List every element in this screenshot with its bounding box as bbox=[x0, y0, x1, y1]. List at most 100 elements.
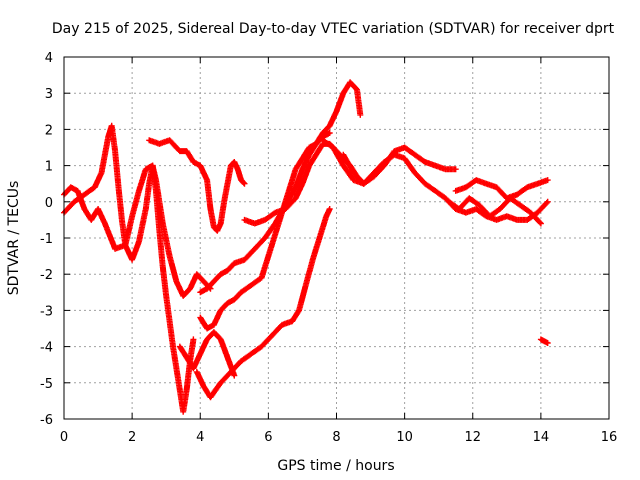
data-point bbox=[93, 186, 96, 189]
data-point bbox=[475, 208, 477, 210]
data-point bbox=[373, 172, 375, 174]
data-point bbox=[83, 208, 86, 210]
data-point bbox=[424, 161, 426, 163]
data-point bbox=[342, 92, 345, 94]
data-point bbox=[359, 114, 362, 116]
data-point bbox=[182, 295, 185, 297]
data-point bbox=[495, 186, 498, 189]
data-point bbox=[305, 284, 307, 286]
data-point bbox=[325, 215, 328, 218]
data-point bbox=[144, 168, 147, 171]
data-point bbox=[383, 161, 385, 163]
data-point bbox=[253, 222, 256, 225]
data-point bbox=[264, 237, 266, 239]
data-point bbox=[165, 295, 167, 297]
data-point bbox=[206, 179, 208, 181]
data-point bbox=[516, 193, 518, 196]
data-point bbox=[536, 182, 539, 185]
data-point bbox=[182, 410, 185, 413]
data-point bbox=[465, 186, 467, 189]
data-point bbox=[196, 273, 198, 276]
x-tick-label: 12 bbox=[464, 430, 481, 445]
data-point bbox=[536, 211, 539, 214]
data-point bbox=[414, 153, 416, 156]
data-point bbox=[267, 255, 270, 257]
data-point bbox=[168, 139, 171, 142]
data-point bbox=[233, 161, 236, 163]
data-point bbox=[206, 338, 208, 341]
data-point bbox=[485, 182, 488, 185]
data-point bbox=[148, 139, 150, 142]
data-point bbox=[488, 215, 491, 218]
data-point bbox=[294, 197, 297, 199]
data-point bbox=[213, 280, 215, 283]
data-point bbox=[189, 287, 191, 290]
data-point bbox=[260, 345, 263, 348]
data-series-layer bbox=[61, 79, 551, 415]
y-tick-label: -4 bbox=[40, 341, 53, 356]
data-point bbox=[318, 237, 321, 239]
data-point bbox=[219, 309, 222, 312]
data-point bbox=[543, 340, 546, 342]
data-point bbox=[546, 201, 549, 203]
data-series-track-2 bbox=[61, 162, 197, 415]
y-axis-label: SDTVAR / TECUs bbox=[6, 181, 22, 296]
y-tick-label: -1 bbox=[40, 232, 53, 247]
x-tick-label: 4 bbox=[196, 430, 204, 445]
data-point bbox=[308, 153, 311, 156]
data-point bbox=[161, 266, 164, 268]
data-point bbox=[73, 201, 76, 203]
data-point bbox=[243, 182, 246, 185]
data-point bbox=[322, 143, 324, 145]
data-point bbox=[199, 164, 202, 167]
data-point bbox=[274, 211, 276, 214]
data-point bbox=[281, 324, 283, 326]
data-point bbox=[478, 204, 481, 207]
data-point bbox=[393, 150, 396, 152]
data-point bbox=[311, 258, 314, 261]
data-point bbox=[172, 345, 174, 348]
data-point bbox=[144, 208, 147, 210]
data-point bbox=[465, 211, 467, 214]
data-point bbox=[284, 208, 287, 210]
data-point bbox=[448, 201, 450, 203]
data-point bbox=[444, 168, 447, 171]
data-point bbox=[546, 179, 549, 181]
data-series-track-12 bbox=[445, 195, 544, 227]
data-point bbox=[434, 164, 437, 167]
data-point bbox=[301, 182, 304, 185]
data-point bbox=[264, 219, 266, 221]
data-point bbox=[226, 182, 229, 185]
data-point bbox=[301, 157, 304, 160]
data-point bbox=[168, 255, 171, 257]
data-point bbox=[468, 197, 471, 199]
data-point bbox=[356, 88, 358, 91]
data-point bbox=[70, 186, 72, 189]
data-series-track-7 bbox=[193, 206, 333, 401]
data-point bbox=[322, 139, 324, 142]
data-point bbox=[209, 208, 212, 210]
x-tick-label: 10 bbox=[396, 430, 413, 445]
data-point bbox=[155, 190, 157, 192]
data-point bbox=[270, 334, 273, 337]
data-point bbox=[117, 186, 120, 189]
data-point bbox=[315, 153, 317, 156]
data-point bbox=[219, 338, 222, 341]
series-markers bbox=[193, 206, 333, 401]
data-point bbox=[454, 190, 457, 192]
data-point bbox=[199, 291, 202, 294]
data-point bbox=[529, 211, 532, 214]
data-point bbox=[526, 186, 529, 189]
data-point bbox=[219, 222, 222, 225]
data-point bbox=[298, 309, 300, 312]
data-point bbox=[216, 229, 219, 232]
data-point bbox=[185, 150, 188, 152]
data-point bbox=[301, 168, 304, 171]
data-point bbox=[206, 327, 208, 330]
data-point bbox=[475, 179, 477, 181]
data-point bbox=[250, 353, 253, 355]
data-point bbox=[90, 219, 93, 221]
y-tick-label: 0 bbox=[45, 196, 53, 211]
data-point bbox=[335, 110, 338, 113]
